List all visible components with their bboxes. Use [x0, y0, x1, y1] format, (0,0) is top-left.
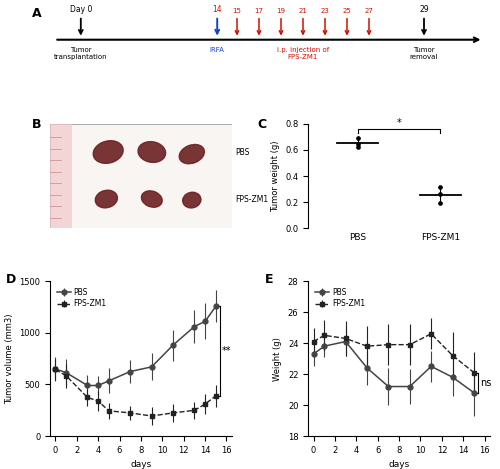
Text: 23: 23: [320, 8, 330, 14]
Text: 21: 21: [298, 8, 308, 14]
Text: **: **: [222, 346, 232, 356]
Text: B: B: [32, 118, 42, 130]
Legend: PBS, FPS-ZM1: PBS, FPS-ZM1: [312, 285, 368, 311]
Ellipse shape: [138, 142, 166, 162]
Text: 14: 14: [212, 5, 222, 14]
Ellipse shape: [142, 191, 162, 207]
Y-axis label: Tumor weight (g): Tumor weight (g): [270, 140, 280, 212]
Text: i.p. injection of
FPS-ZM1: i.p. injection of FPS-ZM1: [277, 46, 329, 60]
Text: Tumor
transplantation: Tumor transplantation: [54, 46, 108, 60]
Text: 25: 25: [342, 8, 351, 14]
X-axis label: days: days: [388, 461, 409, 469]
Text: IRFA: IRFA: [210, 46, 224, 53]
Ellipse shape: [96, 190, 118, 208]
Text: D: D: [6, 273, 16, 286]
Text: *: *: [396, 118, 402, 128]
Text: 27: 27: [364, 8, 374, 14]
Ellipse shape: [179, 144, 204, 164]
Text: A: A: [32, 7, 42, 20]
Text: Tumor
removal: Tumor removal: [410, 46, 438, 60]
Text: FPS-ZM1: FPS-ZM1: [236, 195, 268, 204]
X-axis label: days: days: [130, 461, 152, 469]
Legend: PBS, FPS-ZM1: PBS, FPS-ZM1: [54, 285, 110, 311]
Text: C: C: [258, 118, 266, 130]
Y-axis label: Tumor volume (mm3): Tumor volume (mm3): [4, 313, 14, 404]
Text: Day 0: Day 0: [70, 5, 92, 14]
Text: 19: 19: [276, 8, 285, 14]
Text: 29: 29: [419, 5, 429, 14]
Y-axis label: Weight (g): Weight (g): [274, 337, 282, 380]
Text: E: E: [264, 273, 273, 286]
Text: PBS: PBS: [236, 148, 250, 157]
Ellipse shape: [182, 192, 201, 208]
Text: ns: ns: [480, 378, 492, 388]
Text: 17: 17: [254, 8, 264, 14]
Text: 15: 15: [232, 8, 241, 14]
Bar: [50, 124, 72, 228]
Ellipse shape: [93, 141, 123, 163]
